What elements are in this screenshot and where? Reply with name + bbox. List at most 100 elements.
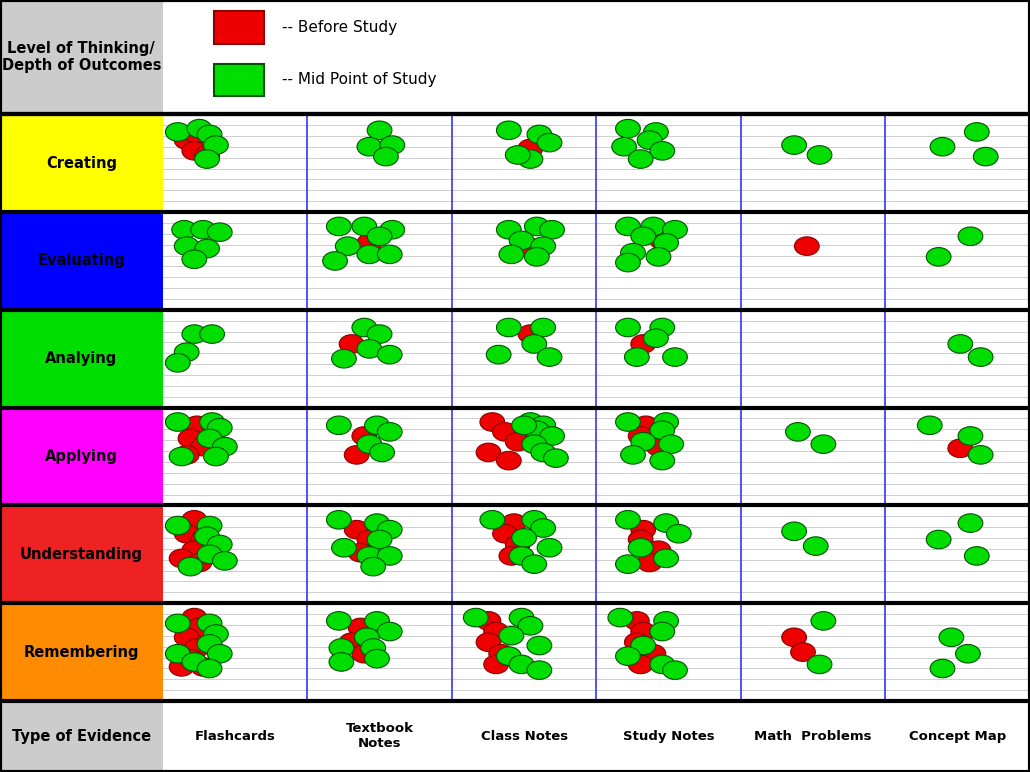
Circle shape	[166, 354, 191, 372]
Circle shape	[630, 636, 655, 655]
Circle shape	[628, 538, 653, 557]
Circle shape	[212, 438, 237, 456]
Circle shape	[377, 622, 402, 641]
Circle shape	[357, 530, 382, 549]
Circle shape	[370, 443, 394, 462]
Circle shape	[182, 541, 207, 560]
Circle shape	[654, 234, 679, 252]
Circle shape	[195, 146, 219, 164]
Circle shape	[195, 239, 219, 258]
Circle shape	[538, 348, 562, 367]
Bar	[214, 64, 264, 96]
Circle shape	[499, 626, 523, 645]
Circle shape	[182, 608, 207, 627]
Circle shape	[184, 416, 209, 435]
Circle shape	[197, 516, 221, 535]
Text: -- Mid Point of Study: -- Mid Point of Study	[282, 73, 437, 87]
Circle shape	[480, 510, 505, 529]
Text: Study Notes: Study Notes	[623, 730, 715, 743]
Circle shape	[644, 123, 668, 141]
Circle shape	[509, 547, 534, 565]
Circle shape	[630, 227, 655, 245]
Circle shape	[476, 633, 501, 652]
Circle shape	[628, 655, 653, 674]
Circle shape	[352, 318, 377, 337]
Circle shape	[332, 350, 356, 368]
Circle shape	[187, 554, 212, 572]
Circle shape	[811, 435, 835, 453]
Circle shape	[204, 136, 229, 154]
Circle shape	[352, 427, 377, 445]
Circle shape	[207, 535, 232, 554]
Circle shape	[367, 227, 391, 245]
Circle shape	[918, 416, 942, 435]
Circle shape	[182, 652, 207, 671]
Circle shape	[169, 549, 194, 567]
Circle shape	[174, 524, 199, 543]
Circle shape	[624, 633, 649, 652]
Text: Remembering: Remembering	[24, 645, 139, 659]
Circle shape	[786, 422, 811, 441]
Circle shape	[492, 422, 517, 441]
Circle shape	[197, 614, 221, 632]
Circle shape	[650, 421, 675, 439]
Circle shape	[612, 137, 637, 156]
Circle shape	[204, 625, 229, 643]
Circle shape	[958, 227, 983, 245]
Circle shape	[365, 649, 389, 668]
Text: Flashcards: Flashcards	[195, 730, 275, 743]
Circle shape	[628, 530, 653, 549]
Circle shape	[480, 413, 505, 432]
Circle shape	[357, 435, 382, 453]
Circle shape	[348, 543, 373, 562]
Circle shape	[367, 530, 391, 549]
Circle shape	[654, 611, 679, 630]
Circle shape	[195, 527, 219, 546]
Circle shape	[540, 427, 564, 445]
Circle shape	[650, 231, 675, 249]
Circle shape	[803, 537, 828, 555]
Circle shape	[530, 318, 555, 337]
Circle shape	[344, 445, 369, 464]
Bar	[0, 506, 163, 603]
Circle shape	[195, 150, 219, 168]
Circle shape	[377, 245, 402, 263]
Circle shape	[662, 348, 687, 367]
Circle shape	[484, 655, 509, 674]
Circle shape	[524, 248, 549, 266]
Circle shape	[794, 237, 819, 256]
Circle shape	[332, 538, 356, 557]
Bar	[0, 701, 163, 772]
Circle shape	[166, 614, 191, 632]
Circle shape	[352, 645, 377, 663]
Text: Understanding: Understanding	[20, 547, 143, 562]
Circle shape	[616, 120, 641, 138]
Circle shape	[530, 443, 555, 462]
Circle shape	[360, 557, 385, 576]
Text: Textbook
Notes: Textbook Notes	[345, 723, 414, 750]
Circle shape	[527, 661, 552, 679]
Circle shape	[662, 661, 687, 679]
Circle shape	[184, 638, 209, 657]
Circle shape	[166, 516, 191, 535]
Circle shape	[367, 325, 391, 344]
Circle shape	[496, 647, 521, 665]
Circle shape	[172, 221, 197, 239]
Circle shape	[357, 245, 382, 263]
Text: Creating: Creating	[46, 156, 116, 171]
Text: Level of Thinking/
Depth of Outcomes: Level of Thinking/ Depth of Outcomes	[2, 41, 161, 73]
Circle shape	[650, 318, 675, 337]
Circle shape	[191, 658, 215, 676]
Circle shape	[464, 608, 488, 627]
Circle shape	[628, 427, 653, 445]
Circle shape	[365, 514, 389, 533]
Circle shape	[327, 416, 351, 435]
Circle shape	[357, 234, 382, 252]
Circle shape	[616, 217, 641, 235]
Circle shape	[502, 514, 526, 533]
Circle shape	[616, 253, 641, 272]
Circle shape	[522, 335, 547, 354]
Circle shape	[329, 652, 353, 671]
Circle shape	[336, 237, 360, 256]
Circle shape	[365, 416, 389, 435]
